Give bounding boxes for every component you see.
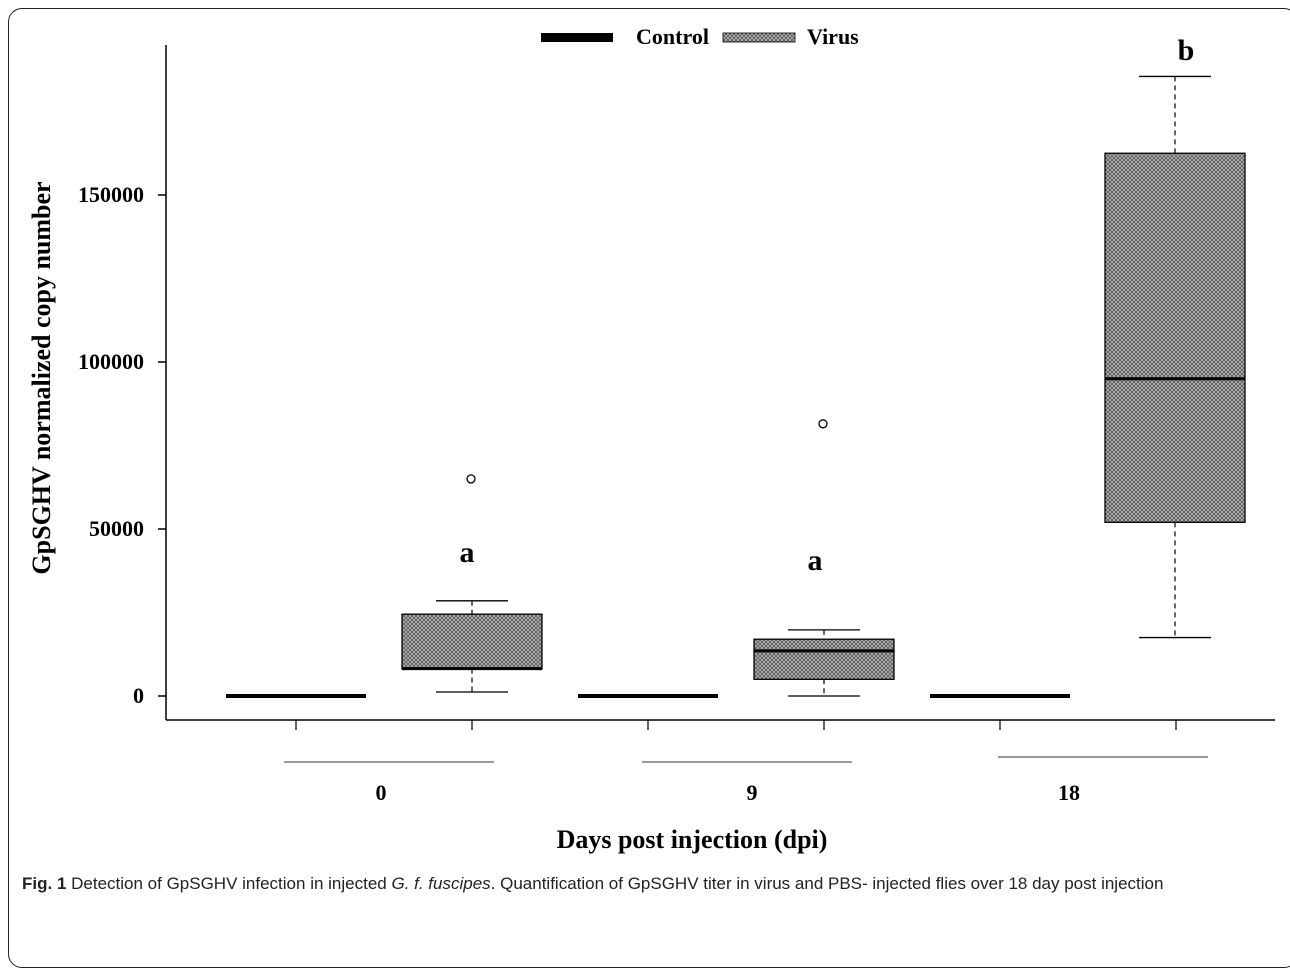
legend-virus-label: Virus: [807, 24, 859, 49]
legend-control-swatch: [541, 33, 613, 42]
caption-text-after: . Quantification of GpSGHV titer in viru…: [491, 874, 1164, 893]
figure-caption: Fig. 1 Detection of GpSGHV infection in …: [22, 872, 1252, 895]
y-tick-label: 50000: [89, 516, 144, 541]
legend-virus-swatch: [723, 33, 795, 42]
virus-box: [402, 614, 542, 668]
caption-text-before: Detection of GpSGHV infection in injecte…: [66, 874, 391, 893]
x-axis-title: Days post injection (dpi): [557, 825, 828, 854]
significance-label: a: [808, 544, 823, 577]
outlier-point: [467, 475, 475, 483]
outlier-point: [819, 420, 827, 428]
legend-control-label: Control: [636, 24, 709, 49]
box-plot-chart: Control Virus 0 50000 100000 150000 GpSGHV no…: [0, 0, 1290, 865]
axes: 0 50000 100000 150000 GpSGHV normalized copy…: [27, 45, 1275, 854]
significance-label: a: [460, 536, 475, 569]
y-axis-title: GpSGHV normalized copy number: [27, 181, 56, 574]
y-tick-label: 0: [133, 683, 144, 708]
y-tick-label: 150000: [78, 182, 144, 207]
virus-box: [1105, 153, 1245, 522]
caption-species: G. f. fuscipes: [391, 874, 490, 893]
group-labels: a a b: [460, 34, 1195, 577]
significance-label: b: [1178, 34, 1195, 67]
legend: Control Virus: [541, 24, 859, 49]
x-tick-label: 0: [376, 780, 387, 805]
x-tick-label: 9: [747, 780, 758, 805]
boxes: [226, 76, 1245, 696]
caption-label: Fig. 1: [22, 874, 66, 893]
y-tick-label: 100000: [78, 349, 144, 374]
x-tick-label: 18: [1058, 780, 1080, 805]
virus-box: [754, 639, 894, 679]
